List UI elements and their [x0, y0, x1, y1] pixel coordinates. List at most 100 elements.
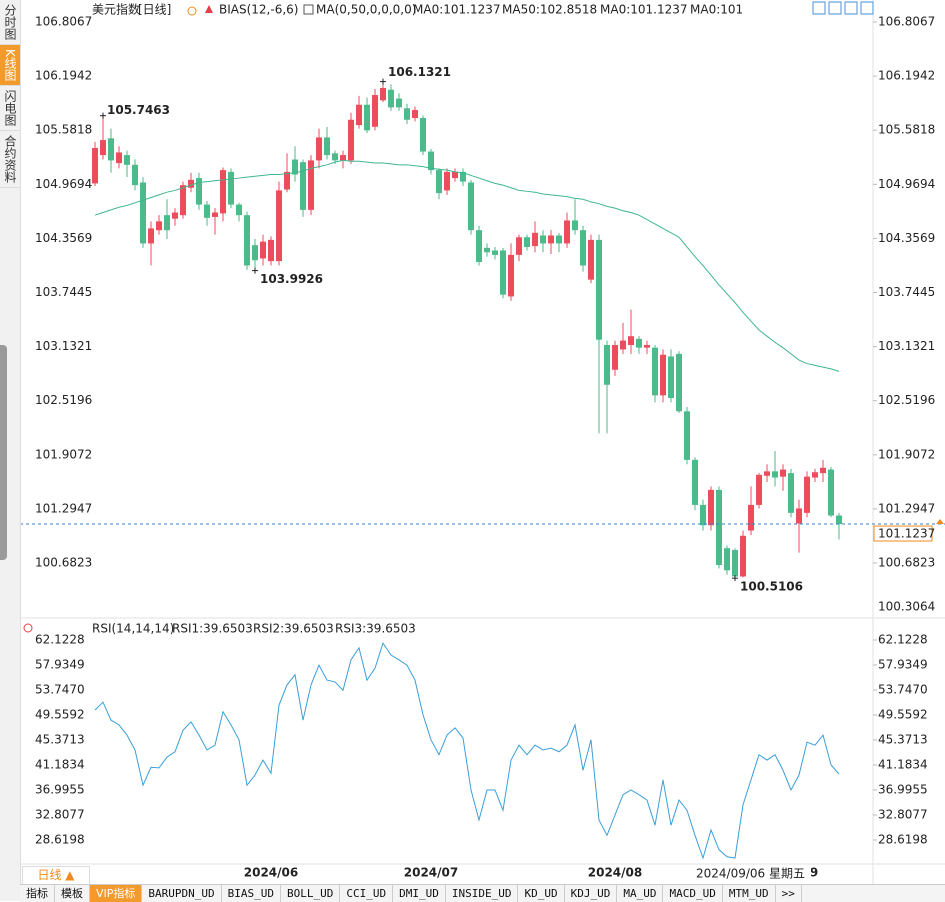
toolbar-tab[interactable]: MTM_UD	[723, 885, 776, 902]
candle-body	[356, 104, 362, 126]
y-tick-label: 103.7445	[35, 285, 92, 299]
toolbar-tab[interactable]: INSIDE_UD	[446, 885, 519, 902]
annotation-label: 106.1321	[388, 65, 451, 79]
candle-body	[748, 504, 754, 531]
candle-body	[452, 171, 458, 179]
sidebar-tab[interactable]: 分时图	[0, 0, 20, 45]
toolbar-tab[interactable]: MA_UD	[617, 885, 664, 902]
annotation-label: 105.7463	[107, 103, 170, 117]
candle-body	[524, 237, 530, 247]
candle-body	[772, 471, 778, 478]
candle-body	[636, 338, 642, 348]
candle-body	[428, 151, 434, 171]
toolbar-tab[interactable]: BARUPDN_UD	[142, 885, 222, 902]
y-tick-label: 32.8077	[878, 807, 928, 821]
candle-body	[140, 182, 146, 244]
candle-body	[572, 220, 578, 231]
icon[interactable]	[860, 1, 874, 15]
settings-icon[interactable]	[23, 623, 33, 633]
toolbar-tab[interactable]: KD_UD	[518, 885, 565, 902]
y-tick-label: 105.5818	[878, 123, 935, 137]
candle-body	[676, 353, 682, 412]
y-tick-label: 104.9694	[35, 177, 92, 191]
toolbar-tab[interactable]: VIP指标	[90, 885, 143, 902]
toolbar-tab[interactable]: CCI_UD	[340, 885, 394, 902]
candle-body	[292, 159, 298, 175]
candle-body	[684, 411, 690, 460]
indicator-icon	[303, 4, 314, 15]
candle-body	[372, 95, 378, 127]
candle-body	[332, 153, 338, 161]
toolbar-tab[interactable]: MACD_UD	[663, 885, 723, 902]
toolbar-tab[interactable]: KDJ_UD	[565, 885, 618, 902]
toolbar-tab[interactable]: BIAS_UD	[222, 885, 281, 902]
sidebar-tab[interactable]: 闪电图	[0, 86, 20, 131]
candle-body	[492, 250, 498, 255]
sidebar-handle[interactable]	[0, 345, 7, 560]
toolbar-tab[interactable]: >>	[776, 885, 802, 902]
last-price-box	[873, 525, 933, 542]
toolbar-tab[interactable]: 模板	[55, 885, 90, 902]
candle-body	[548, 235, 554, 244]
candle-body	[108, 138, 114, 161]
y-tick-label: 57.9349	[35, 657, 85, 671]
candle-body	[204, 204, 210, 218]
sidebar-tab[interactable]: K线图	[0, 45, 20, 86]
legend-item: RSI3:39.6503	[335, 622, 416, 636]
candle-body	[412, 110, 418, 118]
y-tick-label: 100.6823	[878, 556, 935, 570]
y-tick-label: 36.9955	[878, 782, 928, 796]
annotation-label: 100.5106	[740, 580, 803, 594]
y-tick-label: 101.2947	[878, 501, 935, 515]
toolbar-tab[interactable]: BOLL_UD	[281, 885, 341, 902]
icon[interactable]	[844, 1, 858, 15]
y-tick-label: 45.3713	[878, 732, 928, 746]
toolbar-tab[interactable]: 指标	[20, 885, 55, 902]
candle-body	[340, 155, 346, 161]
y-tick-label: 106.8067	[35, 15, 92, 29]
toolbar-tab[interactable]: DMI_UD	[393, 885, 446, 902]
icon[interactable]	[812, 1, 826, 15]
candle-body	[364, 104, 370, 131]
candle-body	[516, 237, 522, 255]
candle-body	[532, 232, 538, 247]
y-tick-label: 101.2947	[35, 501, 92, 515]
candle-body	[484, 247, 490, 253]
legend-item: MA0:101.1237	[600, 3, 688, 17]
icon[interactable]	[828, 1, 842, 15]
y-tick-label: 104.3569	[35, 231, 92, 245]
add-icon[interactable]	[187, 6, 197, 16]
candle-body	[780, 469, 786, 477]
candle-body	[404, 108, 410, 120]
indicator-icon	[205, 5, 213, 13]
candle-body	[820, 467, 826, 474]
candle-body	[732, 549, 738, 577]
annotation-label: 103.9926	[260, 272, 323, 286]
legend-item: MA50:102.8518	[502, 3, 597, 17]
candle-body	[308, 160, 314, 210]
candle-body	[124, 155, 130, 165]
x-tick-label: 2024/06	[244, 866, 298, 880]
sidebar-tab[interactable]: 合约资料	[0, 131, 20, 188]
candle-body	[692, 459, 698, 505]
candle-body	[188, 179, 194, 188]
legend-item: RSI1:39.6503	[172, 622, 253, 636]
candle-body	[740, 535, 746, 577]
candle-body	[284, 171, 290, 190]
candle-body	[596, 239, 602, 340]
y-tick-label: 28.6198	[35, 832, 85, 846]
indicator-label: MA(0,50,0,0,0,0)	[316, 3, 416, 17]
x-tick-label: 2024/07	[404, 866, 458, 880]
y-tick-label: 53.7470	[878, 682, 928, 696]
period-button[interactable]: 日线 ▲	[22, 866, 90, 885]
bottom-price-label: 100.3064	[878, 600, 935, 614]
candle-body	[420, 117, 426, 152]
candle-body	[644, 345, 650, 348]
y-tick-label: 102.5196	[35, 393, 92, 407]
candle-body	[348, 119, 354, 161]
x-tick-label: 2024/08	[588, 866, 642, 880]
y-tick-label: 49.5592	[35, 707, 85, 721]
y-tick-label: 100.6823	[35, 556, 92, 570]
candle-body	[716, 489, 722, 565]
